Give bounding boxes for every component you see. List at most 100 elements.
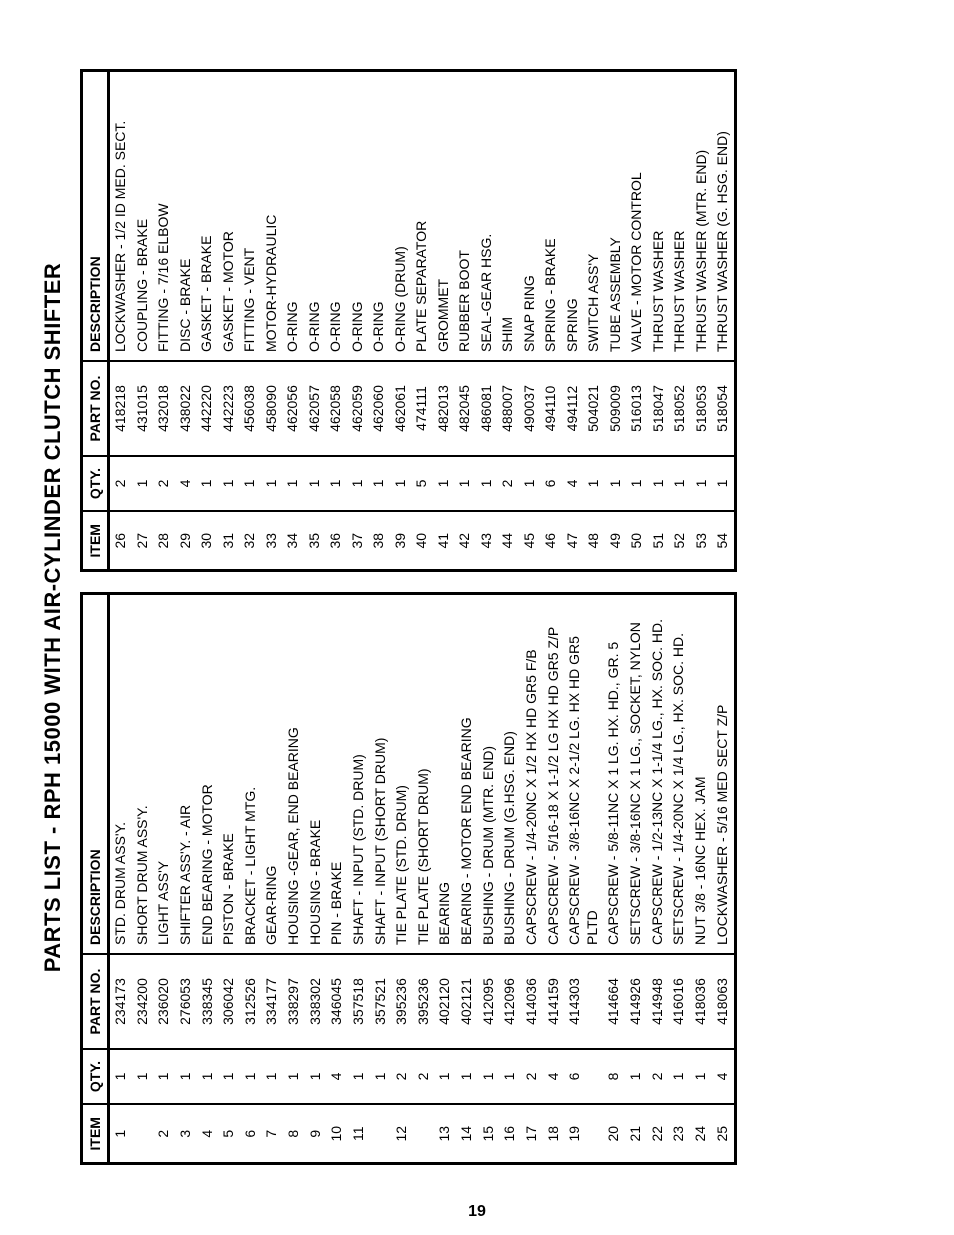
- cell-part: 474111: [411, 361, 433, 456]
- table-row: 104346045PIN - BRAKE: [326, 594, 348, 1164]
- cell-desc: LOCKWASHER - 5/16 MED SECT Z/P: [712, 594, 735, 954]
- cell-item: 40: [411, 511, 433, 571]
- cell-item: 48: [583, 511, 605, 571]
- table-row: 161412096BUSHING - DRUM (G.HSG. END): [499, 594, 521, 1164]
- cell-item: 1: [109, 1104, 132, 1164]
- cell-desc: GROMMET: [433, 71, 455, 361]
- parts-table-right: ITEM QTY. PART NO. DESCRIPTION 262418218…: [80, 70, 737, 573]
- cell-part: 414303: [564, 954, 603, 1049]
- cell-desc: NUT 3/8 - 16NC HEX. JAM: [690, 594, 712, 954]
- cell-qty: 1: [196, 456, 218, 511]
- cell-item: 33: [261, 511, 283, 571]
- table-row: 405474111PLATE SEPARATOR: [411, 71, 433, 571]
- cell-qty: 2: [109, 456, 132, 511]
- cell-part: 438022: [175, 361, 197, 456]
- cell-desc: FITTING - VENT: [239, 71, 261, 361]
- cell-part: 516013: [626, 361, 648, 456]
- cell-item: 46: [540, 511, 562, 571]
- cell-part: 402120: [434, 954, 456, 1049]
- cell-item: 14: [456, 1104, 478, 1164]
- cell-qty: 1: [478, 1049, 500, 1104]
- cell-item: 41: [433, 511, 455, 571]
- cell-desc: CAPSCREW - 5/8-11NC X 1 LG. HX. HD., GR.…: [603, 594, 625, 954]
- cell-item: 18: [543, 1104, 565, 1164]
- table-row: 122395236TIE PLATE (STD. DRUM): [391, 594, 413, 1164]
- cell-item: 31: [218, 511, 240, 571]
- cell-item: 32: [239, 511, 261, 571]
- table-row: 282432018FITTING - 7/16 ELBOW: [153, 71, 175, 571]
- cell-part: 504021: [583, 361, 605, 456]
- cell-qty: 1: [370, 1049, 392, 1104]
- table-row: 321456038FITTING - VENT: [239, 71, 261, 571]
- cell-part: 494110: [540, 361, 562, 456]
- table-row: 501516013VALVE - MOTOR CONTROL: [626, 71, 648, 571]
- cell-qty: 8: [603, 1049, 625, 1104]
- cell-desc: SHAFT - INPUT (SHORT DRUM): [370, 594, 392, 954]
- cell-desc: PLATE SEPARATOR: [411, 71, 433, 361]
- cell-qty: 6: [564, 1049, 603, 1104]
- cell-desc: RUBBER BOOT: [454, 71, 476, 361]
- cell-qty: 1: [175, 1049, 197, 1104]
- cell-part: 494112: [562, 361, 584, 456]
- cell-part: 236020: [153, 954, 175, 1049]
- cell-desc: GASKET - MOTOR: [218, 71, 240, 361]
- cell-part: 414926: [625, 954, 647, 1049]
- cell-item: 21: [625, 1104, 647, 1164]
- cell-desc: LOCKWASHER - 1/2 ID MED. SECT.: [109, 71, 132, 361]
- cell-qty: 2: [153, 456, 175, 511]
- cell-part: 234200: [132, 954, 154, 1049]
- table-row: 41338345END BEARING - MOTOR: [197, 594, 219, 1164]
- cell-desc: TIE PLATE (STD. DRUM): [391, 594, 413, 954]
- cell-item: 52: [669, 511, 691, 571]
- cell-qty: 1: [347, 456, 369, 511]
- table-row: 541518054THRUST WASHER (G. HSG. END): [712, 71, 735, 571]
- cell-desc: PISTON - BRAKE: [218, 594, 240, 954]
- cell-item: 42: [454, 511, 476, 571]
- page-title: PARTS LIST - RPH 15000 WITH AIR-CYLINDER…: [40, 60, 66, 1175]
- cell-qty: 1: [153, 1049, 175, 1104]
- table-row: 222414948CAPSCREW - 1/2-13NC X 1-1/4 LG.…: [647, 594, 669, 1164]
- cell-desc: SWITCH ASS'Y: [583, 71, 605, 361]
- cell-part: 462056: [282, 361, 304, 456]
- cell-item: 22: [647, 1104, 669, 1164]
- cell-part: 418063: [712, 954, 735, 1049]
- cell-item: 5: [218, 1104, 240, 1164]
- cell-qty: 1: [456, 1049, 478, 1104]
- cell-item: 44: [497, 511, 519, 571]
- cell-qty: 1: [626, 456, 648, 511]
- cell-part: 402121: [456, 954, 478, 1049]
- cell-qty: 4: [562, 456, 584, 511]
- cell-qty: 1: [669, 456, 691, 511]
- cell-desc: MOTOR-HYDRAULIC: [261, 71, 283, 361]
- table-row: 11234173STD. DRUM ASS'Y.: [109, 594, 132, 1164]
- cell-qty: 1: [434, 1049, 456, 1104]
- cell-part: 418218: [109, 361, 132, 456]
- cell-desc: THRUST WASHER: [669, 71, 691, 361]
- table-row: 131402120BEARING: [434, 594, 456, 1164]
- cell-desc: CAPSCREW - 1/2-13NC X 1-1/4 LG., HX. SOC…: [647, 594, 669, 954]
- table-row: 371462059O-RING: [347, 71, 369, 571]
- cell-desc: FITTING - 7/16 ELBOW: [153, 71, 175, 361]
- page-number: 19: [468, 1203, 486, 1221]
- table-row: 511518047THRUST WASHER: [648, 71, 670, 571]
- cell-part: 431015: [132, 361, 154, 456]
- cell-qty: 1: [109, 1049, 132, 1104]
- col-partno: PART NO.: [82, 361, 109, 456]
- cell-part: 357521: [370, 954, 392, 1049]
- cell-qty: 1: [348, 1049, 370, 1104]
- cell-desc: O-RING: [347, 71, 369, 361]
- cell-qty: 1: [605, 456, 627, 511]
- table-row: 466494110SPRING - BRAKE: [540, 71, 562, 571]
- cell-item: 10: [326, 1104, 348, 1164]
- col-item: ITEM: [82, 1104, 109, 1164]
- cell-desc: O-RING: [325, 71, 347, 361]
- cell-item: 50: [626, 511, 648, 571]
- col-qty: QTY.: [82, 1049, 109, 1104]
- cell-item: 28: [153, 511, 175, 571]
- cell-part: 416016: [668, 954, 690, 1049]
- table-row: 301442220GASKET - BRAKE: [196, 71, 218, 571]
- cell-desc: O-RING: [304, 71, 326, 361]
- table-row: 474494112SPRING: [562, 71, 584, 571]
- cell-desc: BEARING - MOTOR END BEARING: [456, 594, 478, 954]
- cell-part: 518047: [648, 361, 670, 456]
